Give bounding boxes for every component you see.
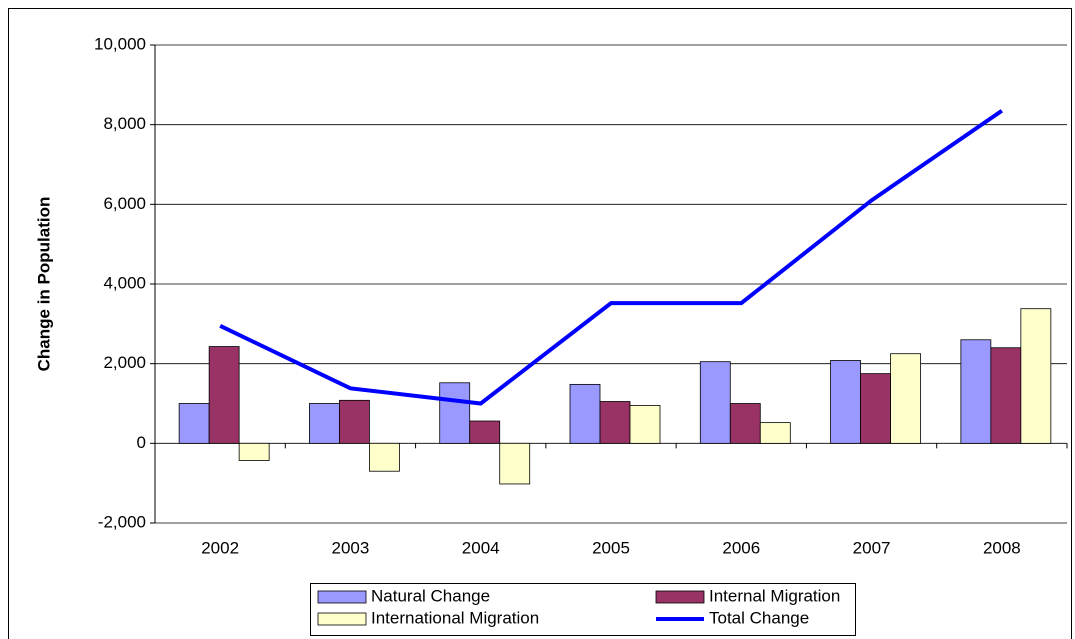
bar xyxy=(759,422,791,444)
legend-label: Internal Migration xyxy=(709,586,840,605)
bar xyxy=(960,339,992,444)
legend xyxy=(310,583,856,636)
y-axis-label: Change in Population xyxy=(34,197,53,372)
bar xyxy=(629,405,661,444)
bar xyxy=(729,403,761,444)
bar xyxy=(469,420,501,444)
legend-swatch xyxy=(317,612,367,626)
bar xyxy=(309,403,340,444)
x-tick-label: 2008 xyxy=(983,538,1021,557)
y-tick-label: 8,000 xyxy=(103,114,146,133)
x-tick-label: 2007 xyxy=(853,538,891,557)
x-tick-label: 2005 xyxy=(592,538,630,557)
bar xyxy=(990,347,1022,444)
y-tick-label: 0 xyxy=(137,433,146,452)
y-tick-label: 10,000 xyxy=(94,34,146,53)
x-tick-label: 2003 xyxy=(332,538,370,557)
legend-label: International Migration xyxy=(371,608,539,627)
bar xyxy=(208,346,240,444)
line xyxy=(219,109,1003,406)
bar xyxy=(369,442,400,472)
bar xyxy=(238,442,270,461)
y-tick-label: -2,000 xyxy=(98,512,146,531)
y-tick-label: 6,000 xyxy=(103,194,146,213)
bar xyxy=(339,399,370,444)
bar xyxy=(860,373,891,444)
bar xyxy=(599,401,631,444)
bar xyxy=(439,382,471,444)
bar xyxy=(569,383,601,444)
x-tick-label: 2006 xyxy=(722,538,760,557)
legend-label: Natural Change xyxy=(371,586,490,605)
bar xyxy=(178,403,210,444)
bar xyxy=(830,360,861,444)
x-tick-label: 2002 xyxy=(201,538,239,557)
bar xyxy=(1020,308,1052,444)
chart-frame xyxy=(8,8,1072,639)
bar xyxy=(499,442,531,485)
y-tick-label: 4,000 xyxy=(103,273,146,292)
x-tick-label: 2004 xyxy=(462,538,500,557)
legend-swatch xyxy=(317,590,367,604)
y-tick-label: 2,000 xyxy=(103,353,146,372)
legend-label: Total Change xyxy=(709,608,809,627)
legend-swatch xyxy=(655,590,705,604)
bar xyxy=(890,353,921,444)
bar xyxy=(699,361,731,444)
